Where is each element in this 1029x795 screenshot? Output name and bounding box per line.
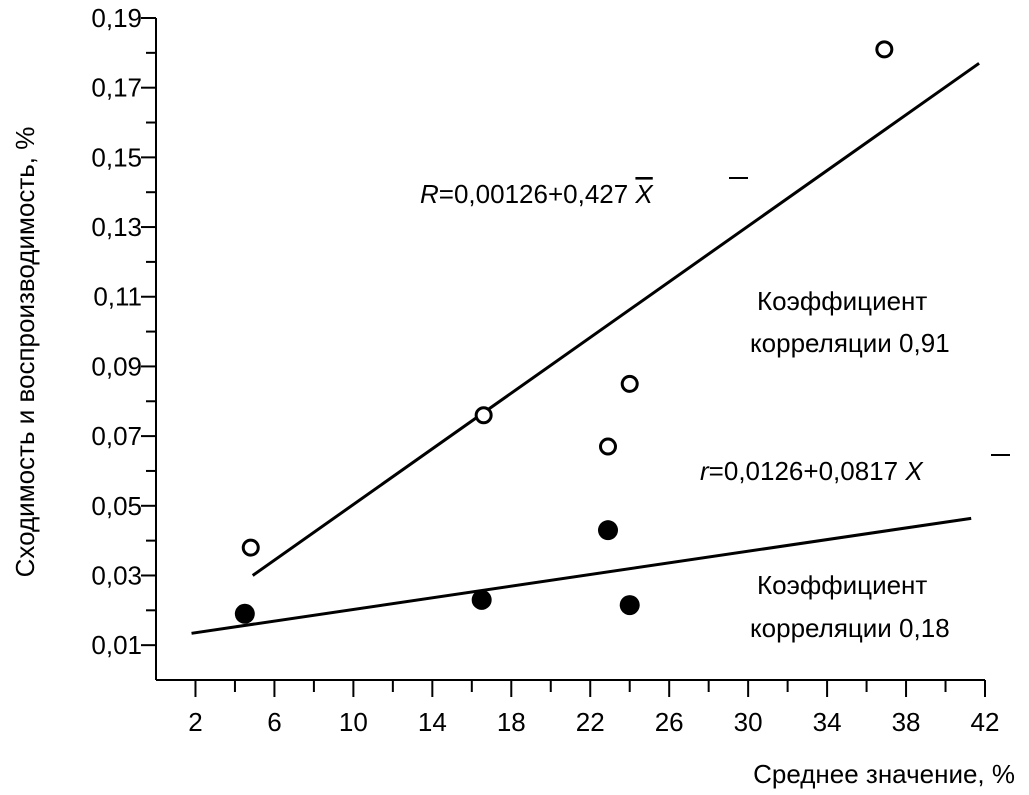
x-axis-label: Среднее значение, % — [753, 759, 1015, 789]
ticks: 2 6 10 14 18 22 26 30 34 38 420,010,030,050,070,09… — [91, 3, 999, 737]
x-tick-label: 10 — [339, 707, 368, 737]
regression-line-r — [191, 516, 972, 635]
correlation-R-line1: Коэффициент — [757, 286, 927, 316]
correlation-R-line2: корреляции 0,91 — [750, 328, 950, 358]
x-tick-label: 30 — [734, 707, 763, 737]
x-tick-label: 42 — [971, 707, 1000, 737]
open-data-point — [875, 40, 894, 59]
y-tick-label: 0,15 — [91, 142, 142, 172]
x-tick-label: 18 — [497, 707, 526, 737]
open-data-point — [474, 406, 493, 425]
x-tick-label: 14 — [418, 707, 447, 737]
y-tick-label: 0,01 — [91, 630, 142, 660]
open-data-point — [599, 437, 618, 456]
x-tick-label: 2 — [188, 707, 202, 737]
correlation-r-line2: корреляции 0,18 — [750, 613, 950, 643]
y-tick-label: 0,17 — [91, 73, 142, 103]
x-tick-label: 38 — [892, 707, 921, 737]
y-tick-label: 0,09 — [91, 351, 142, 381]
filled-data-point — [619, 595, 640, 616]
filled-data-point — [234, 603, 255, 624]
x-tick-label: 22 — [576, 707, 605, 737]
y-tick-label: 0,03 — [91, 560, 142, 590]
equation-r: r=0,0126+0,0817 X — [700, 456, 924, 486]
filled-data-point — [471, 589, 492, 610]
regression-line-R — [251, 62, 980, 577]
y-tick-label: 0,13 — [91, 212, 142, 242]
x-tick-label: 6 — [267, 707, 281, 737]
open-data-point — [620, 374, 639, 393]
x-tick-label: 26 — [655, 707, 684, 737]
y-tick-label: 0,11 — [93, 282, 142, 312]
correlation-r-line1: Коэффициент — [757, 570, 927, 600]
y-tick-label: 0,07 — [91, 421, 142, 451]
equation-R: R=0,00126+0,427 X — [420, 179, 654, 209]
filled-data-point — [598, 520, 619, 541]
y-axis-label: Сходимость и воспроизводимость, % — [10, 127, 40, 578]
data-marks — [191, 40, 980, 635]
y-tick-label: 0,05 — [91, 491, 142, 521]
x-tick-label: 34 — [813, 707, 842, 737]
y-tick-label: 0,19 — [91, 3, 142, 33]
axes — [155, 18, 985, 681]
open-data-point — [241, 538, 260, 557]
